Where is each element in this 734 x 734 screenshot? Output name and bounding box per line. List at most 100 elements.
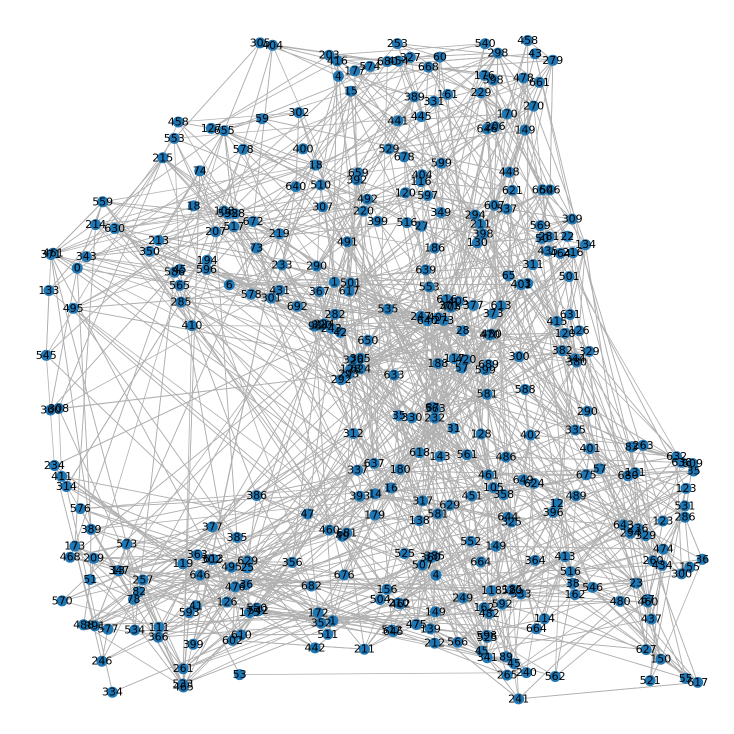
graph-node <box>40 349 52 361</box>
graph-edge <box>542 189 573 220</box>
graph-edge <box>179 269 193 326</box>
node-label: 664 <box>526 622 547 635</box>
graph-node <box>343 285 355 297</box>
graph-edge <box>52 130 225 254</box>
graph-node <box>429 550 441 562</box>
graph-edge <box>484 75 543 190</box>
node-label: 27 <box>415 220 429 233</box>
graph-edge <box>245 282 335 585</box>
node-label: 270 <box>523 100 544 113</box>
graph-node <box>696 553 708 565</box>
graph-edge <box>139 591 197 607</box>
node-label: 610 <box>231 628 252 641</box>
graph-edge <box>353 433 401 470</box>
graph-edge <box>472 305 526 390</box>
graph-edge <box>224 130 408 223</box>
node-label: 592 <box>492 598 513 611</box>
graph-node <box>571 356 583 368</box>
graph-edge <box>470 516 509 542</box>
node-label: 292 <box>331 373 352 386</box>
node-label: 45 <box>507 657 521 670</box>
node-label: 249 <box>452 592 473 605</box>
graph-edge <box>256 92 482 249</box>
graph-node <box>323 524 335 536</box>
node-label: 43 <box>528 47 542 60</box>
node-label: 16 <box>384 482 398 495</box>
graph-edge <box>118 526 213 572</box>
node-label: 546 <box>540 183 561 196</box>
graph-edge <box>507 516 624 526</box>
node-label: 550 <box>246 602 267 615</box>
graph-edge <box>486 225 541 395</box>
graph-edge <box>518 356 576 431</box>
graph-node <box>381 56 393 67</box>
graph-edge <box>70 526 213 558</box>
graph-edge <box>334 210 364 315</box>
node-label: 535 <box>378 303 399 316</box>
graph-node <box>490 540 502 552</box>
graph-edge <box>482 234 502 306</box>
graph-node <box>422 190 434 201</box>
graph-edge <box>374 276 570 516</box>
node-label: 211 <box>470 218 491 231</box>
graph-edge <box>505 456 703 560</box>
graph-edge <box>182 610 259 670</box>
graph-node <box>315 179 327 191</box>
graph-edge <box>348 172 359 292</box>
graph-edge <box>182 563 228 603</box>
graph-node <box>168 132 180 144</box>
graph-node <box>640 644 652 656</box>
graph-edge <box>90 482 535 530</box>
node-label: 25 <box>240 561 254 574</box>
graph-node <box>382 303 394 315</box>
graph-edge <box>50 254 180 286</box>
graph-node <box>429 637 441 649</box>
graph-node <box>679 500 691 512</box>
graph-edge <box>80 482 535 509</box>
node-label: 162 <box>565 588 586 601</box>
graph-edge <box>642 445 654 561</box>
graph-node <box>484 329 496 341</box>
graph-node <box>352 464 364 476</box>
node-label: 257 <box>132 573 153 586</box>
graph-edge <box>247 560 345 576</box>
graph-node <box>394 463 406 475</box>
graph-node <box>322 628 334 640</box>
graph-node <box>183 607 195 619</box>
graph-node <box>188 200 199 212</box>
graph-node <box>358 643 370 655</box>
graph-node <box>385 482 397 494</box>
node-label: 83 <box>625 440 639 453</box>
node-label: 650 <box>357 334 378 347</box>
graph-node <box>692 676 704 688</box>
graph-node <box>460 354 472 366</box>
graph-edge <box>425 269 459 302</box>
graph-edge <box>518 356 577 497</box>
graph-edge <box>400 456 507 470</box>
graph-edge <box>470 456 507 542</box>
graph-node <box>335 374 347 386</box>
node-label: 367 <box>309 285 330 298</box>
node-label: 596 <box>196 263 217 276</box>
graph-edge <box>404 553 436 612</box>
graph-node <box>551 315 563 327</box>
graph-edge <box>343 493 376 576</box>
graph-edge <box>364 624 417 650</box>
node-label: 138 <box>409 514 430 527</box>
graph-node <box>487 308 499 320</box>
graph-node <box>687 458 698 469</box>
graph-node <box>435 157 447 169</box>
graph-edge <box>354 70 682 575</box>
graph-edge <box>560 253 683 463</box>
graph-node <box>128 593 139 605</box>
node-label: 344 <box>565 352 586 365</box>
graph-edge <box>174 271 381 600</box>
graph-edge <box>377 105 534 222</box>
node-label: 545 <box>36 349 57 362</box>
graph-edge <box>324 323 463 332</box>
node-label: 42 <box>333 326 347 339</box>
graph-node <box>469 209 481 221</box>
graph-node <box>207 553 219 565</box>
node-label: 366 <box>148 631 169 644</box>
graph-edge <box>599 456 677 470</box>
